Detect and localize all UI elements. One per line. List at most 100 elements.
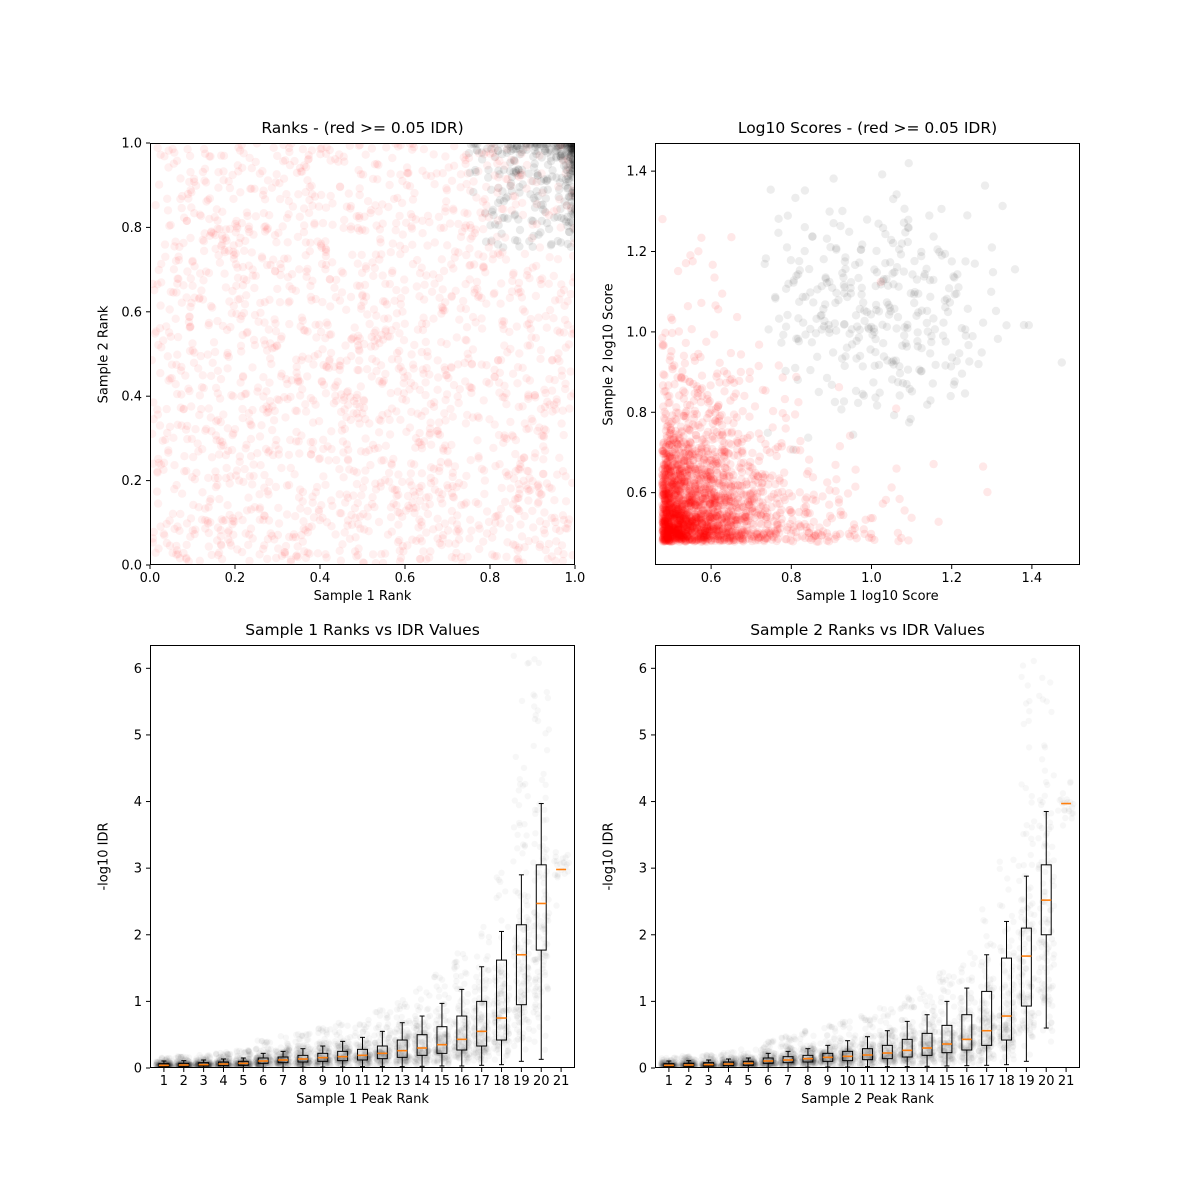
x-tick-label: 6 [259,1074,267,1089]
y-tick-label: 1.0 [626,325,647,340]
y-tick-label: 0.4 [121,390,142,405]
x-tick-label: 11 [354,1074,371,1089]
axis-ticks: 0.0 0.2 0.4 0.6 0.8 1.0 0.0 0.2 0.4 0.6 0.8 1.0 [121,137,585,587]
x-tick-label: 1.0 [861,571,882,586]
x-tick-label: 19 [513,1074,530,1089]
y-tick-label: 1 [134,995,142,1010]
x-tick-label: 13 [899,1074,916,1089]
x-tick-label: 1.2 [941,571,962,586]
y-tick-label: 0.6 [626,486,647,501]
y-tick-label: 5 [639,728,647,743]
y-axis-label-wrap: Sample 2 Rank [94,143,114,565]
x-tick-label: 0.6 [701,571,722,586]
x-tick-label: 1 [665,1074,673,1089]
x-tick-label: 12 [879,1074,896,1089]
plot-title: Sample 1 Ranks vs IDR Values [245,621,480,639]
x-axis-label: Sample 1 Rank [313,589,412,604]
x-tick-label: 8 [299,1074,307,1089]
y-tick-label: 5 [134,728,142,743]
scatter-points-black-idr-lt-0.05 [464,143,575,252]
scatter-points-red-idr-ge-0.05 [150,143,575,565]
x-tick-label: 15 [434,1074,451,1089]
y-tick-label: 6 [639,662,647,677]
x-tick-label: 10 [839,1074,856,1089]
scatter-points-black-idr-lt-0.05 [760,159,1066,454]
plot-title: Log10 Scores - (red >= 0.05 IDR) [737,119,998,137]
x-tick-label: 15 [939,1074,956,1089]
x-tick-label: 20 [533,1074,550,1089]
y-tick-label: 1.0 [121,137,142,152]
axes-frame [150,645,575,1068]
x-tick-label: 5 [239,1074,247,1089]
x-tick-label: 3 [704,1074,712,1089]
x-axis-label: Sample 1 log10 Score [796,589,939,604]
x-tick-label: 18 [493,1074,510,1089]
y-tick-label: 0 [134,1062,142,1077]
y-tick-label: 0.0 [121,559,142,574]
x-tick-label: 2 [685,1074,693,1089]
x-tick-label: 21 [553,1074,570,1089]
x-tick-label: 1 [160,1074,168,1089]
x-tick-label: 1.4 [1022,571,1043,586]
scatter-points-red-idr-ge-0.05 [658,214,992,546]
y-axis-label-wrap: Sample 2 log10 Score [599,143,619,565]
x-tick-label: 16 [959,1074,976,1089]
x-tick-label: 14 [919,1074,936,1089]
axes-frame [150,143,575,565]
y-tick-label: 2 [639,928,647,943]
axes-frame [655,143,1080,565]
x-tick-label: 18 [998,1074,1015,1089]
x-axis-label: Sample 1 Peak Rank [296,1092,429,1107]
plot-title: Ranks - (red >= 0.05 IDR) [261,119,464,137]
y-axis-label-wrap: -log10 IDR [599,645,619,1068]
subplot-log10-scatter: Log10 Scores - (red >= 0.05 IDR) Sample … [602,119,1080,604]
x-tick-label: 3 [199,1074,207,1089]
x-tick-label: 16 [454,1074,471,1089]
x-axis-label: Sample 2 Peak Rank [801,1092,934,1107]
y-axis-label: -log10 IDR [96,822,112,891]
y-tick-label: 0.8 [626,406,647,421]
y-tick-label: 1.4 [626,165,647,180]
plot-title: Sample 2 Ranks vs IDR Values [750,621,985,639]
y-tick-label: 0.6 [121,305,142,320]
x-tick-label: 9 [824,1074,832,1089]
y-axis-label: Sample 2 log10 Score [601,282,617,426]
plot-area: 0.6 0.8 1.0 1.2 1.4 0.6 0.8 1.0 1.2 1.4 [626,143,1080,586]
x-tick-label: 5 [744,1074,752,1089]
x-tick-label: 6 [764,1074,772,1089]
axes-frame [655,645,1080,1068]
y-tick-label: 2 [134,928,142,943]
x-tick-label: 4 [219,1074,227,1089]
subplot-sample1-boxplot: Sample 1 Ranks vs IDR Values -log10 IDR … [97,621,575,1107]
y-tick-label: 1.2 [626,245,647,260]
x-tick-label: 17 [978,1074,995,1089]
boxplot-boxes [663,802,1072,1068]
x-tick-label: 20 [1038,1074,1055,1089]
x-tick-label: 0.2 [225,571,246,586]
y-tick-label: 0.2 [121,474,142,489]
subplot-ranks-scatter: Ranks - (red >= 0.05 IDR) Sample 2 Rank … [97,119,586,604]
x-tick-label: 0.0 [140,571,161,586]
x-tick-label: 12 [374,1074,391,1089]
x-tick-label: 1.0 [565,571,586,586]
x-tick-label: 8 [804,1074,812,1089]
x-tick-label: 13 [394,1074,411,1089]
x-tick-label: 0.6 [395,571,416,586]
y-tick-label: 4 [639,795,647,810]
x-tick-label: 21 [1058,1074,1075,1089]
x-tick-label: 2 [180,1074,188,1089]
axis-ticks: 0.6 0.8 1.0 1.2 1.4 0.6 0.8 1.0 1.2 1.4 [626,165,1042,586]
y-tick-label: 0 [639,1062,647,1077]
x-tick-label: 0.8 [781,571,802,586]
x-tick-label: 17 [473,1074,490,1089]
x-tick-label: 10 [334,1074,351,1089]
x-tick-label: 14 [414,1074,431,1089]
y-axis-label: Sample 2 Rank [96,305,112,403]
x-tick-label: 9 [319,1074,327,1089]
x-tick-label: 4 [724,1074,732,1089]
